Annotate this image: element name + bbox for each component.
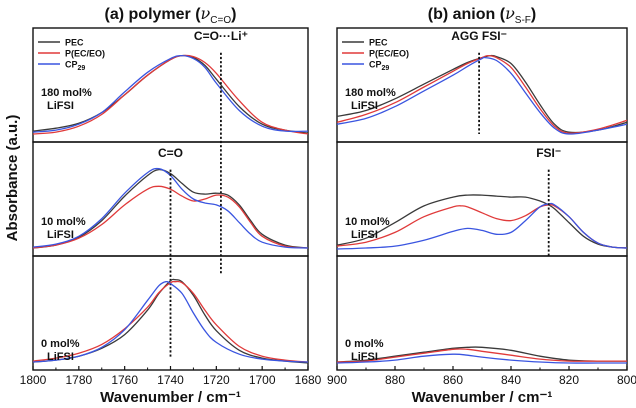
x-tick-label: 1720	[203, 373, 230, 387]
series-line-p-ec-eo-	[33, 280, 308, 363]
legend-label-main: PEC	[65, 38, 84, 48]
y-axis-label-group: Absorbance (a.u.)	[4, 115, 21, 242]
title-subscript: C=O	[210, 15, 231, 26]
condition-amount: 10 mol%	[345, 216, 390, 228]
x-tick-label: 1700	[249, 373, 276, 387]
condition-salt: LiFSI	[351, 100, 378, 112]
annotation-label: C=O···Li⁺	[194, 29, 248, 43]
condition-amount: 180 mol%	[41, 87, 92, 99]
panel-title: (b) anion (νS-F)	[428, 4, 536, 26]
title-suffix: )	[531, 6, 536, 23]
series-line-cp29	[337, 202, 627, 250]
series-line-pec	[33, 168, 308, 249]
condition-amount: 0 mol%	[345, 338, 384, 350]
annotation-label: FSI⁻	[536, 146, 561, 160]
condition-label: 180 mol% LiFSI	[41, 87, 92, 112]
x-axis-label: Wavenumber / cm⁻¹	[100, 389, 241, 406]
x-tick-label: 1760	[111, 373, 138, 387]
x-tick-label: 840	[501, 373, 521, 387]
condition-salt: LiFSI	[47, 229, 74, 241]
condition-salt: LiFSI	[351, 229, 378, 241]
condition-amount: 10 mol%	[41, 216, 86, 228]
condition-label: 10 mol% LiFSI	[41, 216, 86, 241]
panels: (a) polymer (νC=O)180 mol% LiFSIC=O···Li⁺…	[20, 4, 636, 406]
condition-amount: 0 mol%	[41, 338, 80, 350]
condition-label: 10 mol% LiFSI	[345, 216, 390, 241]
x-axis-label: Wavenumber / cm⁻¹	[412, 389, 553, 406]
panel-title: (a) polymer (νC=O)	[105, 4, 237, 26]
condition-label: 0 mol% LiFSI	[41, 338, 80, 363]
series-line-p-ec-eo-	[337, 348, 627, 363]
annotation-label: C=O	[158, 146, 183, 160]
title-prefix: (b) anion (	[428, 6, 506, 23]
x-tick-label: 1780	[65, 373, 92, 387]
series-line-cp29	[33, 280, 308, 363]
condition-salt: LiFSI	[47, 100, 74, 112]
legend-label-main: CP	[369, 60, 382, 70]
title-prefix: (a) polymer (	[105, 6, 202, 23]
subplot-frame	[336, 141, 628, 257]
condition-label: 0 mol% LiFSI	[345, 338, 384, 363]
legend-label-main: CP	[65, 60, 78, 70]
title-symbol: ν	[505, 4, 515, 23]
series-line-p-ec-eo-	[337, 54, 627, 134]
x-tick-label: 1680	[295, 373, 322, 387]
x-tick-label: 1800	[20, 373, 47, 387]
series-line-cp29	[33, 54, 308, 133]
legend-label: P(EC/EO)	[65, 49, 105, 59]
series-line-pec	[337, 346, 627, 363]
legend-label-subscript: 29	[382, 65, 390, 72]
legend-label: PEC	[369, 38, 388, 48]
y-axis-label: Absorbance (a.u.)	[4, 115, 21, 242]
legend-label-main: PEC	[369, 38, 388, 48]
series-line-cp29	[337, 353, 627, 364]
condition-label: 180 mol% LiFSI	[345, 87, 396, 112]
series-line-cp29	[33, 167, 308, 249]
legend-label-main: P(EC/EO)	[65, 49, 105, 59]
x-axis: 1800 1780 1760 1740 1720 1700 1680 Wavenumber /…	[20, 366, 322, 406]
legend-label-subscript: 29	[78, 65, 86, 72]
subplot-2: 10 mol% LiFSI C=O	[32, 141, 309, 257]
title-subscript: S-F	[515, 15, 531, 26]
x-tick-label: 900	[327, 373, 347, 387]
title-suffix: )	[231, 6, 236, 23]
x-axis: 900 880 860 840 820 800 Wavenumber / cm⁻¹	[327, 366, 636, 406]
series-line-p-ec-eo-	[33, 185, 308, 249]
condition-salt: LiFSI	[47, 351, 74, 363]
x-tick-label: 860	[443, 373, 463, 387]
series-line-pec	[337, 54, 627, 134]
legend-label: CP29	[65, 60, 85, 73]
subplot-2: 10 mol% LiFSI FSI⁻	[336, 141, 628, 257]
subplot-3: 0 mol% LiFSI	[336, 255, 628, 371]
annotation-label: AGG FSI⁻	[451, 29, 507, 43]
subplot-frame	[336, 255, 628, 371]
title-symbol: ν	[201, 4, 211, 23]
legend-label: P(EC/EO)	[369, 49, 409, 59]
condition-salt: LiFSI	[351, 351, 378, 363]
x-tick-label: 880	[385, 373, 405, 387]
subplot-3: 0 mol% LiFSI	[32, 255, 309, 371]
x-tick-label: 820	[559, 373, 579, 387]
x-tick-label: 800	[617, 373, 636, 387]
x-tick-label: 1740	[157, 373, 184, 387]
legend-label-main: P(EC/EO)	[369, 49, 409, 59]
series-line-pec	[337, 194, 627, 249]
panel-a: (a) polymer (νC=O)180 mol% LiFSIC=O···Li⁺…	[20, 4, 322, 406]
condition-amount: 180 mol%	[345, 87, 396, 99]
legend-label: CP29	[369, 60, 389, 73]
series-line-cp29	[337, 56, 627, 135]
legend-label: PEC	[65, 38, 84, 48]
